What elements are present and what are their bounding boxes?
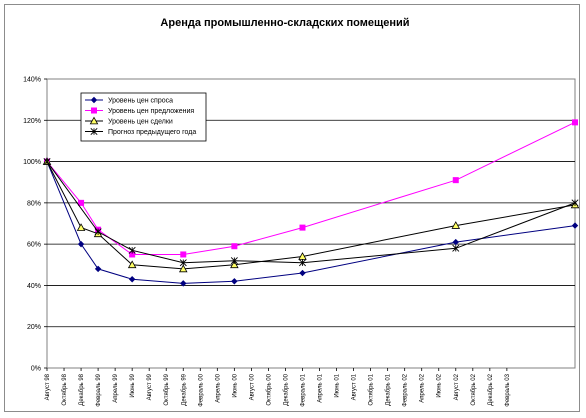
- x-axis-ticks: Август 98 Октябрь 98 Декабрь 98 Февраль 99 А…: [45, 368, 511, 407]
- series-2-point-4: [178, 264, 188, 273]
- x-tick-label: Октябрь 01: [369, 373, 375, 405]
- legend-marker-1: [91, 107, 98, 114]
- y-tick-label: 20%: [27, 324, 41, 331]
- series-1-point-8: [571, 119, 578, 126]
- x-tick-label: Февраль 01: [300, 373, 306, 406]
- series-2-point-7: [451, 221, 461, 229]
- series-2-point-5: [230, 260, 239, 269]
- series-3-point-7: [571, 199, 579, 207]
- series-3-point-1: [94, 228, 102, 236]
- legend-box: [80, 92, 207, 142]
- x-tick-label: Декабрь 00: [283, 373, 289, 405]
- series-3-point-4: [230, 257, 238, 265]
- series-3-point-0: [43, 158, 51, 166]
- x-tick-label: Октябрь 02: [471, 373, 477, 405]
- legend: Уровень цен спроса Уровень цен предложени…: [80, 92, 207, 142]
- series-2-point-1: [76, 223, 86, 231]
- x-tick-label: Октябрь 99: [164, 373, 170, 405]
- x-tick-label: Август 00: [249, 373, 255, 400]
- x-tick-label: Июнь 00: [232, 373, 238, 397]
- y-axis-ticks: 0% 20% 40% 60% 80% 100% 120% 140%: [23, 77, 47, 373]
- legend-label-0: Уровень цен спроса: [108, 98, 173, 105]
- legend-marker-3: [90, 127, 98, 136]
- x-tick-label: Август 99: [147, 373, 153, 400]
- x-tick-label: Апрель 02: [420, 373, 426, 402]
- x-tick-label: Июнь 01: [335, 373, 341, 397]
- series-0-point-5: [231, 278, 238, 285]
- series-1-point-1: [78, 199, 85, 206]
- series-2-point-6: [298, 252, 307, 260]
- series-3-point-2: [128, 246, 136, 254]
- series-0-point-3: [128, 276, 136, 283]
- x-tick-label: Август 01: [352, 373, 358, 400]
- series-2-point-3: [127, 260, 137, 269]
- x-tick-label: Декабрь 98: [79, 373, 85, 405]
- series-0-point-7: [452, 238, 459, 246]
- series-1-point-7: [452, 177, 459, 184]
- y-tick-label: 100%: [23, 159, 41, 166]
- x-tick-label: Октябрь 98: [62, 373, 68, 405]
- series-3-point-3: [179, 259, 187, 267]
- x-tick-label: Август 02: [454, 373, 460, 400]
- series-1-point-5: [231, 243, 238, 250]
- legend-label-3: Прогноз предыдущего года: [108, 129, 196, 136]
- y-tick-label: 40%: [27, 283, 41, 290]
- series-3: [43, 158, 579, 267]
- legend-label-2: Уровень цен сделки: [108, 119, 173, 126]
- x-tick-label: Февраль 02: [403, 373, 409, 406]
- x-tick-label: Февраль 99: [96, 373, 102, 406]
- legend-label-1: Уровень цен предложения: [108, 108, 194, 115]
- y-tick-label: 60%: [27, 242, 41, 249]
- x-tick-label: Август 98: [45, 373, 51, 400]
- x-tick-label: Апрель 00: [215, 373, 221, 402]
- legend-marker-0: [90, 96, 98, 104]
- y-tick-label: 140%: [23, 77, 41, 84]
- series-group: [42, 119, 580, 287]
- x-tick-label: Февраль 03: [505, 373, 511, 406]
- series-3-point-6: [452, 244, 460, 252]
- y-tick-label: 80%: [27, 200, 41, 207]
- series-0-point-8: [571, 222, 579, 229]
- y-tick-label: 0%: [31, 366, 41, 373]
- series-line-3: [46, 161, 576, 264]
- x-tick-label: Апрель 99: [113, 373, 119, 402]
- chart-title: Аренда промышленно-складских помещений: [160, 17, 409, 29]
- series-3-point-5: [298, 259, 307, 267]
- x-tick-label: Октябрь 00: [266, 373, 272, 405]
- series-0-point-1: [77, 240, 85, 248]
- series-0: [43, 158, 579, 287]
- x-tick-label: Декабрь 01: [386, 373, 392, 405]
- x-tick-label: Апрель 01: [318, 373, 324, 402]
- x-tick-label: Июнь 99: [130, 373, 136, 397]
- series-0-point-4: [180, 280, 187, 287]
- x-tick-label: Декабрь 99: [181, 373, 187, 405]
- series-1-point-4: [180, 251, 187, 258]
- y-tick-label: 120%: [23, 118, 41, 125]
- x-tick-label: Июнь 02: [437, 373, 443, 397]
- x-tick-label: Февраль 00: [198, 373, 204, 406]
- series-0-point-6: [299, 269, 306, 277]
- series-1-point-6: [299, 224, 306, 231]
- legend-marker-2: [89, 116, 99, 125]
- series-0-point-2: [94, 265, 102, 273]
- x-tick-label: Декабрь 02: [488, 373, 494, 405]
